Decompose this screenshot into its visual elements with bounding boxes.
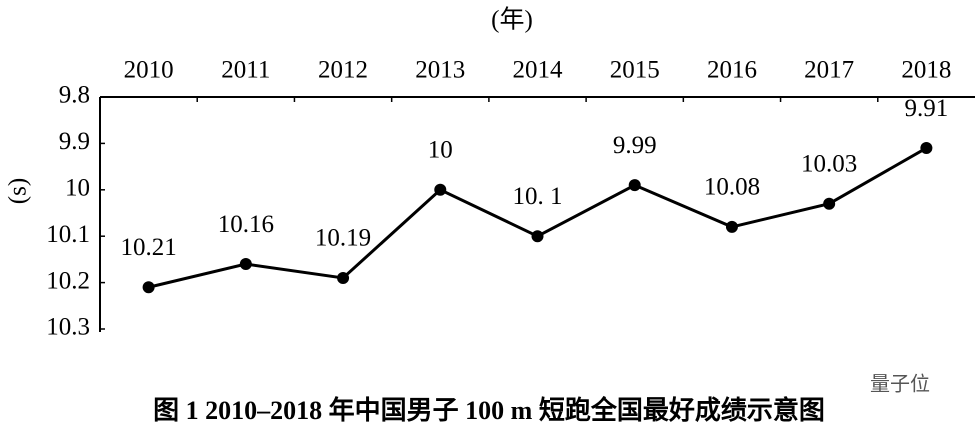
y-tick-label: 9.9 <box>59 128 90 155</box>
point <box>337 271 350 284</box>
data-label: 9.99 <box>613 132 657 159</box>
data-label: 10.08 <box>704 174 760 201</box>
data-label: 10. 1 <box>513 183 563 210</box>
point <box>239 258 252 271</box>
point <box>628 179 641 192</box>
data-label: 10.21 <box>120 234 176 261</box>
x-axis-label: (年) <box>491 6 533 34</box>
y-tick-label: 10.1 <box>46 221 90 248</box>
y-tick-label: 9.8 <box>59 82 90 109</box>
chart-title: 图 1 2010–2018 年中国男子 100 m 短跑全国最好成绩示意图 <box>153 395 825 425</box>
y-tick-label: 10.2 <box>46 267 90 294</box>
x-tick-label: 2015 <box>610 57 660 84</box>
y-tick-label: 10.3 <box>46 314 90 341</box>
data-label: 10.19 <box>315 225 371 252</box>
x-tick-label: 2011 <box>221 57 270 84</box>
point <box>142 281 155 294</box>
point <box>725 220 738 233</box>
watermark: 量子位 <box>870 373 930 396</box>
x-tick-label: 2018 <box>901 57 951 84</box>
point <box>920 142 933 155</box>
data-label: 10 <box>428 137 453 164</box>
x-tick-label: 2012 <box>318 57 368 84</box>
y-axis-label: (s) <box>5 178 32 204</box>
data-label: 10.16 <box>218 211 274 238</box>
x-tick-label: 2016 <box>707 57 757 84</box>
point <box>823 197 836 210</box>
point <box>434 183 447 196</box>
x-tick-label: 2017 <box>804 57 854 84</box>
x-tick-label: 2014 <box>513 57 564 84</box>
y-tick-label: 10 <box>65 175 90 202</box>
data-label: 9.91 <box>905 95 949 122</box>
point <box>531 230 544 243</box>
x-tick-label: 2010 <box>124 57 174 84</box>
data-label: 10.03 <box>801 150 857 177</box>
x-tick-label: 2013 <box>415 57 465 84</box>
